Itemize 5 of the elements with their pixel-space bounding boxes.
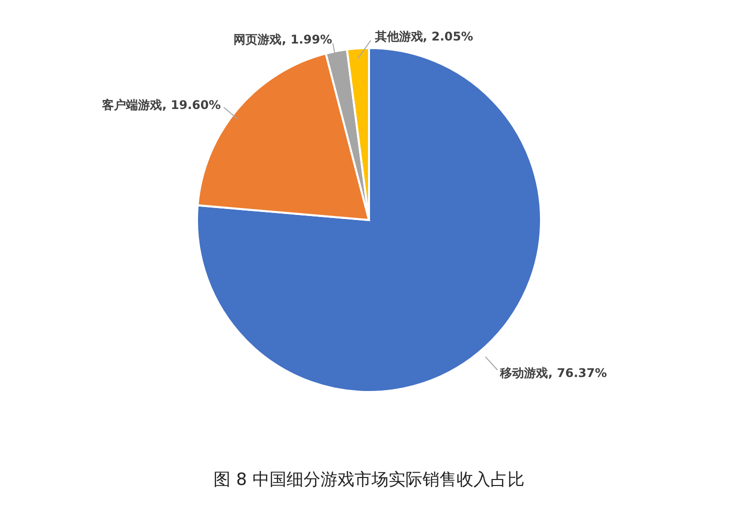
text: 图 8 中国细分游戏市场实际销售收入占比 [214, 470, 524, 490]
slice-label: 移动游戏, 76.37% [499, 366, 607, 380]
slice-label: 网页游戏, 1.99% [234, 32, 332, 47]
slice-label: 其他游戏, 2.05% [374, 29, 474, 44]
slice-label: 客户端游戏, 19.60% [101, 98, 221, 112]
